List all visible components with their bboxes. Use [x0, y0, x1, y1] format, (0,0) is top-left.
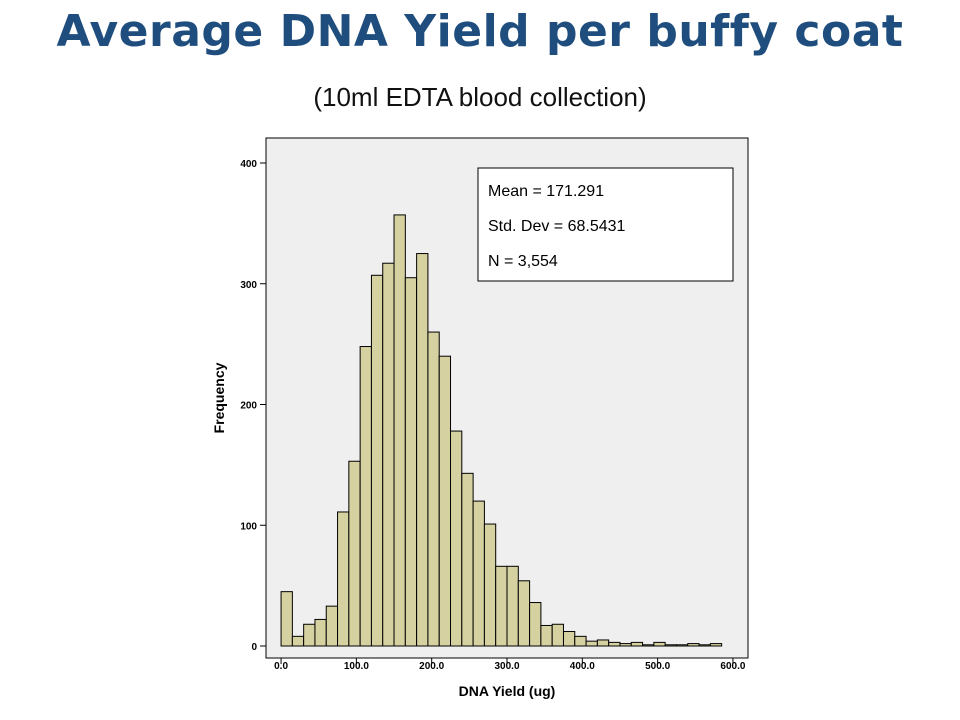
- histogram-bar: [472, 500, 485, 647]
- x-tick-label: 200.0: [419, 661, 444, 672]
- y-axis-title: Frequency: [211, 362, 227, 433]
- histogram-bar: [382, 262, 395, 647]
- histogram-bar: [562, 631, 576, 647]
- histogram-bar: [698, 644, 711, 647]
- x-tick-label: 300.0: [494, 661, 519, 672]
- statistic-line: N = 3,554: [488, 253, 558, 270]
- histogram-bar: [337, 511, 350, 647]
- histogram-bar: [664, 644, 677, 647]
- x-tick-label: 100.0: [344, 661, 369, 672]
- histogram-bar: [529, 602, 542, 647]
- histogram-bar: [325, 605, 339, 647]
- page-subtitle: (10ml EDTA blood collection): [313, 82, 647, 112]
- histogram-bar: [653, 641, 666, 647]
- histogram-bar: [427, 331, 440, 647]
- histogram-bar: [483, 523, 497, 647]
- histogram-bar: [619, 643, 632, 647]
- y-tick-label: 100: [240, 521, 257, 532]
- histogram-bar: [675, 644, 689, 647]
- y-tick-label: 300: [240, 280, 257, 291]
- histogram-bar: [280, 591, 293, 647]
- x-tick-label: 600.0: [720, 661, 745, 672]
- histogram-bar: [303, 623, 316, 647]
- histogram-bar: [404, 277, 418, 647]
- histogram-bar: [630, 641, 644, 647]
- histogram-bar: [596, 639, 610, 647]
- histogram-bar: [608, 641, 621, 647]
- statistic-line: Std. Dev = 68.5431: [488, 218, 626, 235]
- histogram-bar: [540, 624, 553, 647]
- y-tick-label: 0: [251, 642, 257, 653]
- histogram-bar: [506, 565, 519, 647]
- statistic-line: Mean = 171.291: [488, 183, 604, 200]
- y-tick-label: 200: [240, 401, 257, 412]
- histogram-bar: [517, 580, 531, 647]
- histogram-bar: [370, 274, 384, 647]
- histogram-bar: [450, 430, 463, 647]
- histogram-bar: [495, 565, 508, 647]
- axes: 0 100 200 300 400 0.0 100.0 200.0 300.0 400.0 500.…: [240, 159, 746, 672]
- histogram-bar: [291, 635, 305, 647]
- statistics-box-frame: [477, 167, 734, 282]
- histogram-bar: [585, 640, 598, 647]
- x-tick-label: 400.0: [570, 661, 595, 672]
- statistics-box: Mean = 171.291 Std. Dev = 68.5431 N = 3,55…: [477, 167, 734, 282]
- histogram-bar: [314, 618, 327, 647]
- page-title: Average DNA Yield per buffy coat: [56, 6, 904, 57]
- x-tick-label: 500.0: [645, 661, 670, 672]
- histogram-bar: [642, 644, 655, 647]
- x-tick-label: 0.0: [274, 661, 288, 672]
- histogram-bar: [348, 460, 361, 647]
- histogram-bar: [687, 643, 700, 647]
- histogram-bar: [438, 355, 452, 647]
- histogram-bar: [393, 214, 406, 647]
- histogram-bar: [709, 643, 723, 647]
- histogram-bar: [416, 253, 429, 647]
- histogram-bar: [551, 623, 564, 647]
- y-tick-label: 400: [240, 159, 257, 170]
- histogram-bar: [574, 635, 587, 647]
- histogram-bar: [461, 472, 474, 647]
- histogram-bars: [280, 214, 723, 647]
- x-axis-title: DNA Yield (ug): [459, 683, 556, 699]
- histogram-bar: [359, 346, 372, 647]
